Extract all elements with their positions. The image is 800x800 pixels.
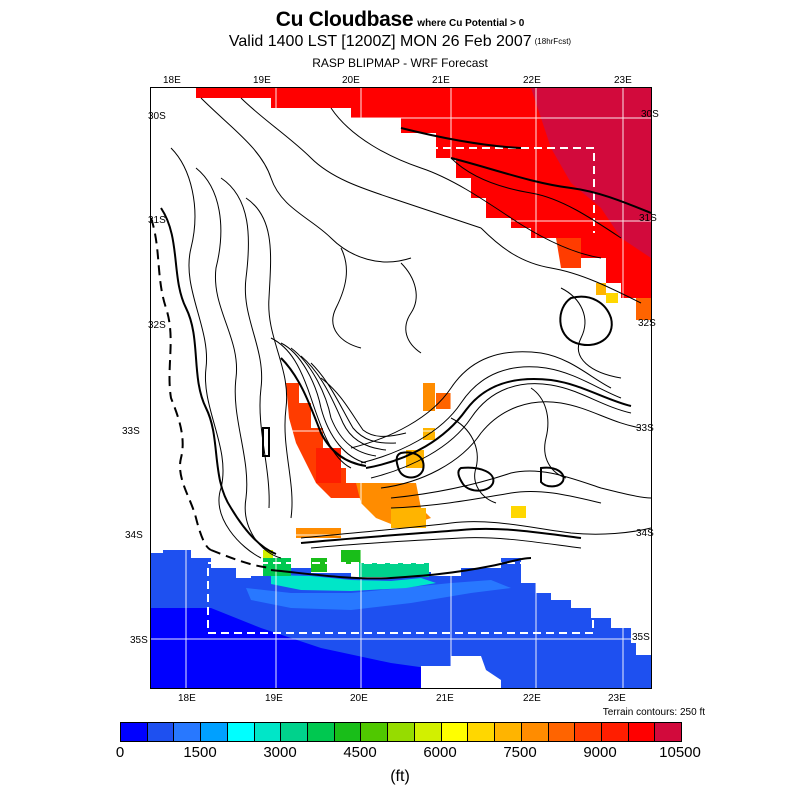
title-condition: where Cu Potential > 0 <box>417 18 525 29</box>
colorbar-cell-5 <box>254 723 282 741</box>
lon-label-top-20e: 20E <box>342 75 360 86</box>
colorbar-cell-7 <box>308 723 335 741</box>
inner-domain-box-north <box>391 147 595 233</box>
lon-label-top-19e: 19E <box>253 75 271 86</box>
colorbar-cell-0 <box>121 723 148 741</box>
colorbar <box>120 722 682 742</box>
central-orange-cell-4 <box>296 528 341 538</box>
lon-label-top-18e: 18E <box>163 75 181 86</box>
lat-label-right-34s: 34S <box>636 528 654 539</box>
colorbar-tick-label: 4500 <box>343 744 377 761</box>
coastal-green-cell-3 <box>341 550 361 564</box>
map-canvas <box>151 88 651 688</box>
colorbar-cell-12 <box>441 723 469 741</box>
map-frame <box>150 87 652 689</box>
central-orange-cell-2 <box>436 393 451 409</box>
central-red-band <box>286 383 386 498</box>
north-orange-edge-1 <box>556 238 581 268</box>
lat-label-right-35s: 35S <box>632 632 650 643</box>
colorbar-cell-18 <box>601 723 629 741</box>
north-yellow-cell-2 <box>606 293 618 303</box>
title-line-1: Cu Cloudbase where Cu Potential > 0 <box>0 8 800 32</box>
chart-subtitle: RASP BLIPMAP - WRF Forecast <box>312 56 488 70</box>
lat-label-left-33s: 33S <box>122 426 140 437</box>
colorbar-cell-16 <box>548 723 576 741</box>
colorbar-cell-15 <box>521 723 549 741</box>
colorbar-tick-label: 6000 <box>423 744 457 761</box>
coastal-cyan-band <box>271 575 436 591</box>
lon-label-bottom-20e: 20E <box>350 693 368 704</box>
coastal-yellow-cell <box>263 550 273 558</box>
lon-label-top-23e: 23E <box>614 75 632 86</box>
lat-label-right-30s: 30S <box>641 109 659 120</box>
lon-label-bottom-23e: 23E <box>608 693 626 704</box>
colorbar-cell-13 <box>468 723 496 741</box>
chart-title: Cu Cloudbase <box>275 8 414 31</box>
lat-label-left-34s: 34S <box>125 530 143 541</box>
lat-label-right-32s: 32S <box>638 318 656 329</box>
lat-label-left-30s: 30S <box>148 111 166 122</box>
colorbar-cell-17 <box>575 723 602 741</box>
central-orange-cell-1 <box>423 383 435 411</box>
lat-label-right-31s: 31S <box>639 213 657 224</box>
north-yellow-cell-1 <box>596 283 606 295</box>
lon-label-bottom-21e: 21E <box>436 693 454 704</box>
lon-label-top-22e: 22E <box>523 75 541 86</box>
coastal-green-cell-2 <box>311 558 327 572</box>
lon-label-bottom-19e: 19E <box>265 693 283 704</box>
north-dark-red-field <box>531 88 651 258</box>
colorbar-cell-4 <box>227 723 255 741</box>
coastal-green-cell-4 <box>359 563 429 577</box>
colorbar-tick-label: 7500 <box>503 744 537 761</box>
terrain-contours <box>170 97 651 559</box>
colorbar-cell-14 <box>495 723 522 741</box>
colorbar-cell-8 <box>334 723 362 741</box>
lat-label-left-31s: 31S <box>148 215 166 226</box>
title-line-2: Valid 1400 LST [1200Z] MON 26 Feb 2007 (1… <box>0 33 800 51</box>
colorbar-tick-label: 9000 <box>583 744 617 761</box>
lat-label-left-35s: 35S <box>130 635 148 646</box>
colorbar-cell-20 <box>655 723 682 741</box>
central-yellow-cell-3 <box>511 506 526 518</box>
lon-label-bottom-22e: 22E <box>523 693 541 704</box>
ocean-white-gap <box>421 656 501 688</box>
lat-label-left-32s: 32S <box>148 320 166 331</box>
central-dark-orange <box>316 448 341 483</box>
lat-label-right-33s: 33S <box>636 423 654 434</box>
ocean-deep-band <box>151 608 481 688</box>
forecast-tag: (18hrFcst) <box>534 37 572 46</box>
valid-time: Valid 1400 LST [1200Z] MON 26 Feb 2007 <box>228 33 532 50</box>
central-yellow-cell-1 <box>391 508 426 528</box>
colorbar-unit: (ft) <box>390 768 410 785</box>
colorbar-tick-label: 0 <box>115 744 125 761</box>
north-red-field <box>196 88 651 318</box>
terrain-contour-note: Terrain contours: 250 ft <box>602 707 705 718</box>
terrain-contours-bold <box>160 127 651 555</box>
colorbar-cell-3 <box>201 723 228 741</box>
colorbar-cell-6 <box>281 723 309 741</box>
north-orange-edge-2 <box>636 298 651 320</box>
ocean-coastal-band <box>246 580 511 610</box>
colorbar-cell-2 <box>174 723 202 741</box>
colorbar-cell-11 <box>414 723 442 741</box>
south-coast-line <box>270 557 532 580</box>
colorbar-cell-1 <box>147 723 175 741</box>
inner-domain-box <box>207 562 594 634</box>
colorbar-tick-label: 3000 <box>263 744 297 761</box>
colorbar-tick-label: 10500 <box>659 744 701 761</box>
colorbar-cell-10 <box>388 723 415 741</box>
colorbar-tick-label: 1500 <box>183 744 217 761</box>
colorbar-ticks: 0 1500 3000 4500 6000 7500 9000 10500 <box>116 744 701 764</box>
coastline <box>151 217 272 569</box>
colorbar-cell-9 <box>361 723 389 741</box>
lon-label-top-21e: 21E <box>432 75 450 86</box>
ocean-white-corner <box>636 643 651 655</box>
coastal-green-cell-1 <box>263 558 291 576</box>
colorbar-cell-19 <box>628 723 656 741</box>
lon-label-bottom-18e: 18E <box>178 693 196 704</box>
